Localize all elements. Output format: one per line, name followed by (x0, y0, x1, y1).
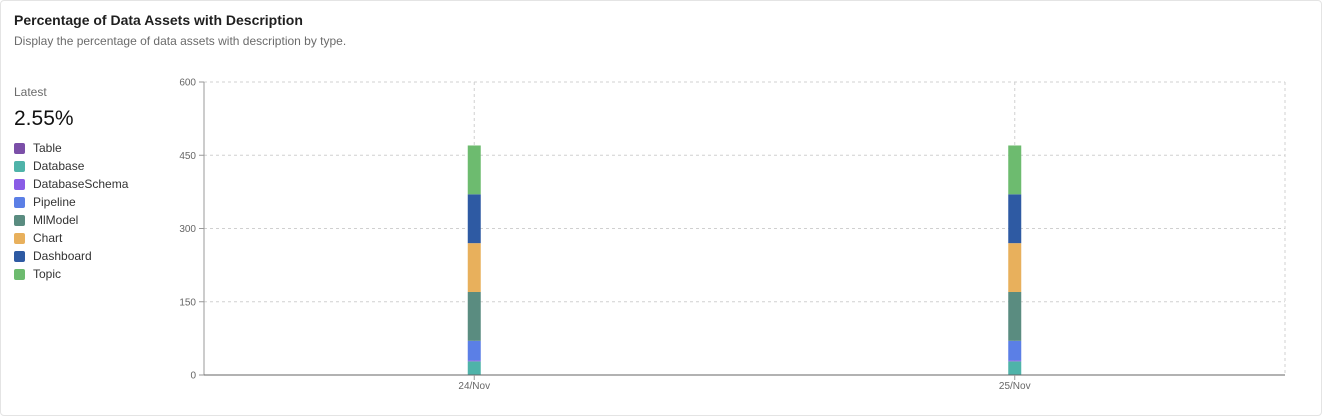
legend-label: Dashboard (33, 249, 92, 263)
bar-segment-database (467, 361, 481, 375)
legend-item-chart[interactable]: Chart (14, 229, 128, 247)
legend-label: MlModel (33, 213, 79, 227)
legend-swatch (14, 160, 25, 172)
y-tick-label: 600 (179, 78, 196, 89)
bar-segment-dashboard (467, 194, 481, 244)
legend-item-dashboard[interactable]: Dashboard (14, 247, 128, 265)
legend-swatch (14, 232, 25, 244)
bar-segment-database (1008, 361, 1022, 375)
legend-item-database[interactable]: Database (14, 157, 128, 175)
legend-label: DatabaseSchema (33, 177, 129, 191)
legend-swatch (14, 250, 25, 262)
bar-segment-mlmodel (1008, 291, 1022, 341)
bar-segment-topic (1008, 145, 1022, 195)
bar-segment-topic (467, 145, 481, 195)
chart-legend: Table Database DatabaseSchema Pipeline MlMod… (14, 139, 128, 283)
legend-item-topic[interactable]: Topic (14, 265, 128, 283)
legend-swatch (14, 268, 25, 280)
legend-label: Database (33, 159, 85, 173)
x-tick-label: 25/Nov (999, 381, 1031, 392)
legend-swatch (14, 142, 25, 154)
legend-swatch (14, 178, 25, 190)
legend-label: Table (33, 141, 62, 155)
latest-label: Latest (14, 85, 47, 99)
bar-segment-mlmodel (467, 291, 481, 341)
bar-segment-databaseschema (1008, 360, 1022, 362)
y-tick-label: 300 (179, 224, 196, 235)
legend-label: Topic (33, 267, 62, 281)
y-tick-label: 150 (179, 297, 196, 308)
bar-segment-chart (467, 243, 481, 292)
latest-value: 2.55% (14, 107, 74, 130)
card-subtitle: Display the percentage of data assets wi… (14, 34, 347, 48)
bar-segment-pipeline (1008, 340, 1022, 361)
y-tick-label: 0 (190, 371, 196, 382)
legend-swatch (14, 214, 25, 226)
bar-segment-chart (1008, 243, 1022, 292)
legend-label: Pipeline (33, 195, 76, 209)
bar-segment-databaseschema (467, 360, 481, 362)
y-tick-label: 450 (179, 151, 196, 162)
card-title: Percentage of Data Assets with Descripti… (14, 12, 303, 28)
x-tick-label: 24/Nov (458, 381, 490, 392)
bar-segment-pipeline (467, 340, 481, 361)
legend-item-databaseschema[interactable]: DatabaseSchema (14, 175, 128, 193)
legend-label: Chart (33, 231, 63, 245)
legend-item-mlmodel[interactable]: MlModel (14, 211, 128, 229)
legend-item-pipeline[interactable]: Pipeline (14, 193, 128, 211)
bar-segment-dashboard (1008, 194, 1022, 244)
legend-item-table[interactable]: Table (14, 139, 128, 157)
legend-swatch (14, 196, 25, 208)
